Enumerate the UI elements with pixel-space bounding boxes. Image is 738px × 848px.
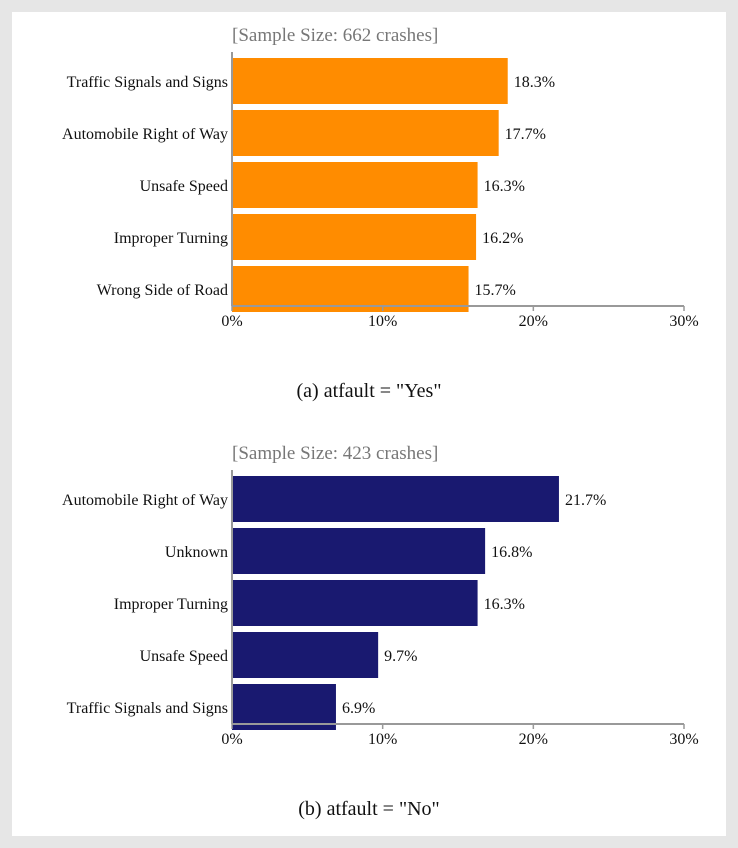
chart-b-x-tick-label: 30% — [669, 731, 698, 748]
chart-b-category-label: Automobile Right of Way — [62, 492, 228, 509]
chart-b-x-tick-label: 10% — [368, 731, 397, 748]
chart-b-x-tick-label: 20% — [519, 731, 548, 748]
chart-b-bar — [232, 684, 336, 730]
chart-b-bar — [232, 580, 478, 626]
chart-b-category-label: Traffic Signals and Signs — [67, 700, 228, 717]
chart-a-value-label: 17.7% — [505, 126, 546, 143]
caption-a: (a) atfault = "Yes" — [296, 380, 442, 402]
chart-b-category-label: Unsafe Speed — [140, 648, 228, 665]
chart-a-bar — [232, 266, 469, 312]
chart-a-x-tick-label: 0% — [221, 313, 242, 330]
chart-a-value-label: 18.3% — [514, 74, 555, 91]
chart-b-subtitle: [Sample Size: 423 crashes] — [232, 443, 438, 464]
chart-b-value-label: 16.3% — [484, 596, 525, 613]
chart-a-category-label: Unsafe Speed — [140, 178, 228, 195]
chart-a-category-label: Automobile Right of Way — [62, 126, 228, 143]
chart-b-value-label: 9.7% — [384, 648, 417, 665]
chart-b-bar — [232, 528, 486, 574]
chart-a-bar — [232, 214, 477, 260]
chart-b-bar — [232, 632, 379, 678]
chart-a-value-label: 15.7% — [475, 282, 516, 299]
chart-a-bar — [232, 110, 499, 156]
chart-b-value-label: 16.8% — [491, 544, 532, 561]
chart-a-x-tick-label: 10% — [368, 313, 397, 330]
chart-a-category-label: Traffic Signals and Signs — [67, 74, 228, 91]
chart-a-category-label: Improper Turning — [114, 230, 228, 247]
chart-b-value-label: 6.9% — [342, 700, 375, 717]
chart-a-bar — [232, 58, 508, 104]
chart-a-bar — [232, 162, 478, 208]
chart-a-subtitle: [Sample Size: 662 crashes] — [232, 25, 438, 46]
chart-a-value-label: 16.3% — [484, 178, 525, 195]
chart-a-value-label: 16.2% — [482, 230, 523, 247]
chart-b-bar — [232, 476, 559, 522]
chart-b: [Sample Size: 423 crashes] Automobile Rig… — [62, 443, 699, 748]
chart-b-category-label: Unknown — [165, 544, 228, 561]
chart-a-category-label: Wrong Side of Road — [97, 282, 228, 299]
chart-b-value-label: 21.7% — [565, 492, 606, 509]
caption-b: (b) atfault = "No" — [298, 798, 440, 820]
chart-b-x-tick-label: 0% — [221, 731, 242, 748]
chart-a: [Sample Size: 662 crashes] Traffic Signal… — [62, 25, 699, 330]
chart-a-x-tick-label: 20% — [519, 313, 548, 330]
figure-frame: [Sample Size: 662 crashes] Traffic Signal… — [12, 12, 726, 836]
chart-a-x-tick-label: 30% — [669, 313, 698, 330]
chart-b-category-label: Improper Turning — [114, 596, 228, 613]
